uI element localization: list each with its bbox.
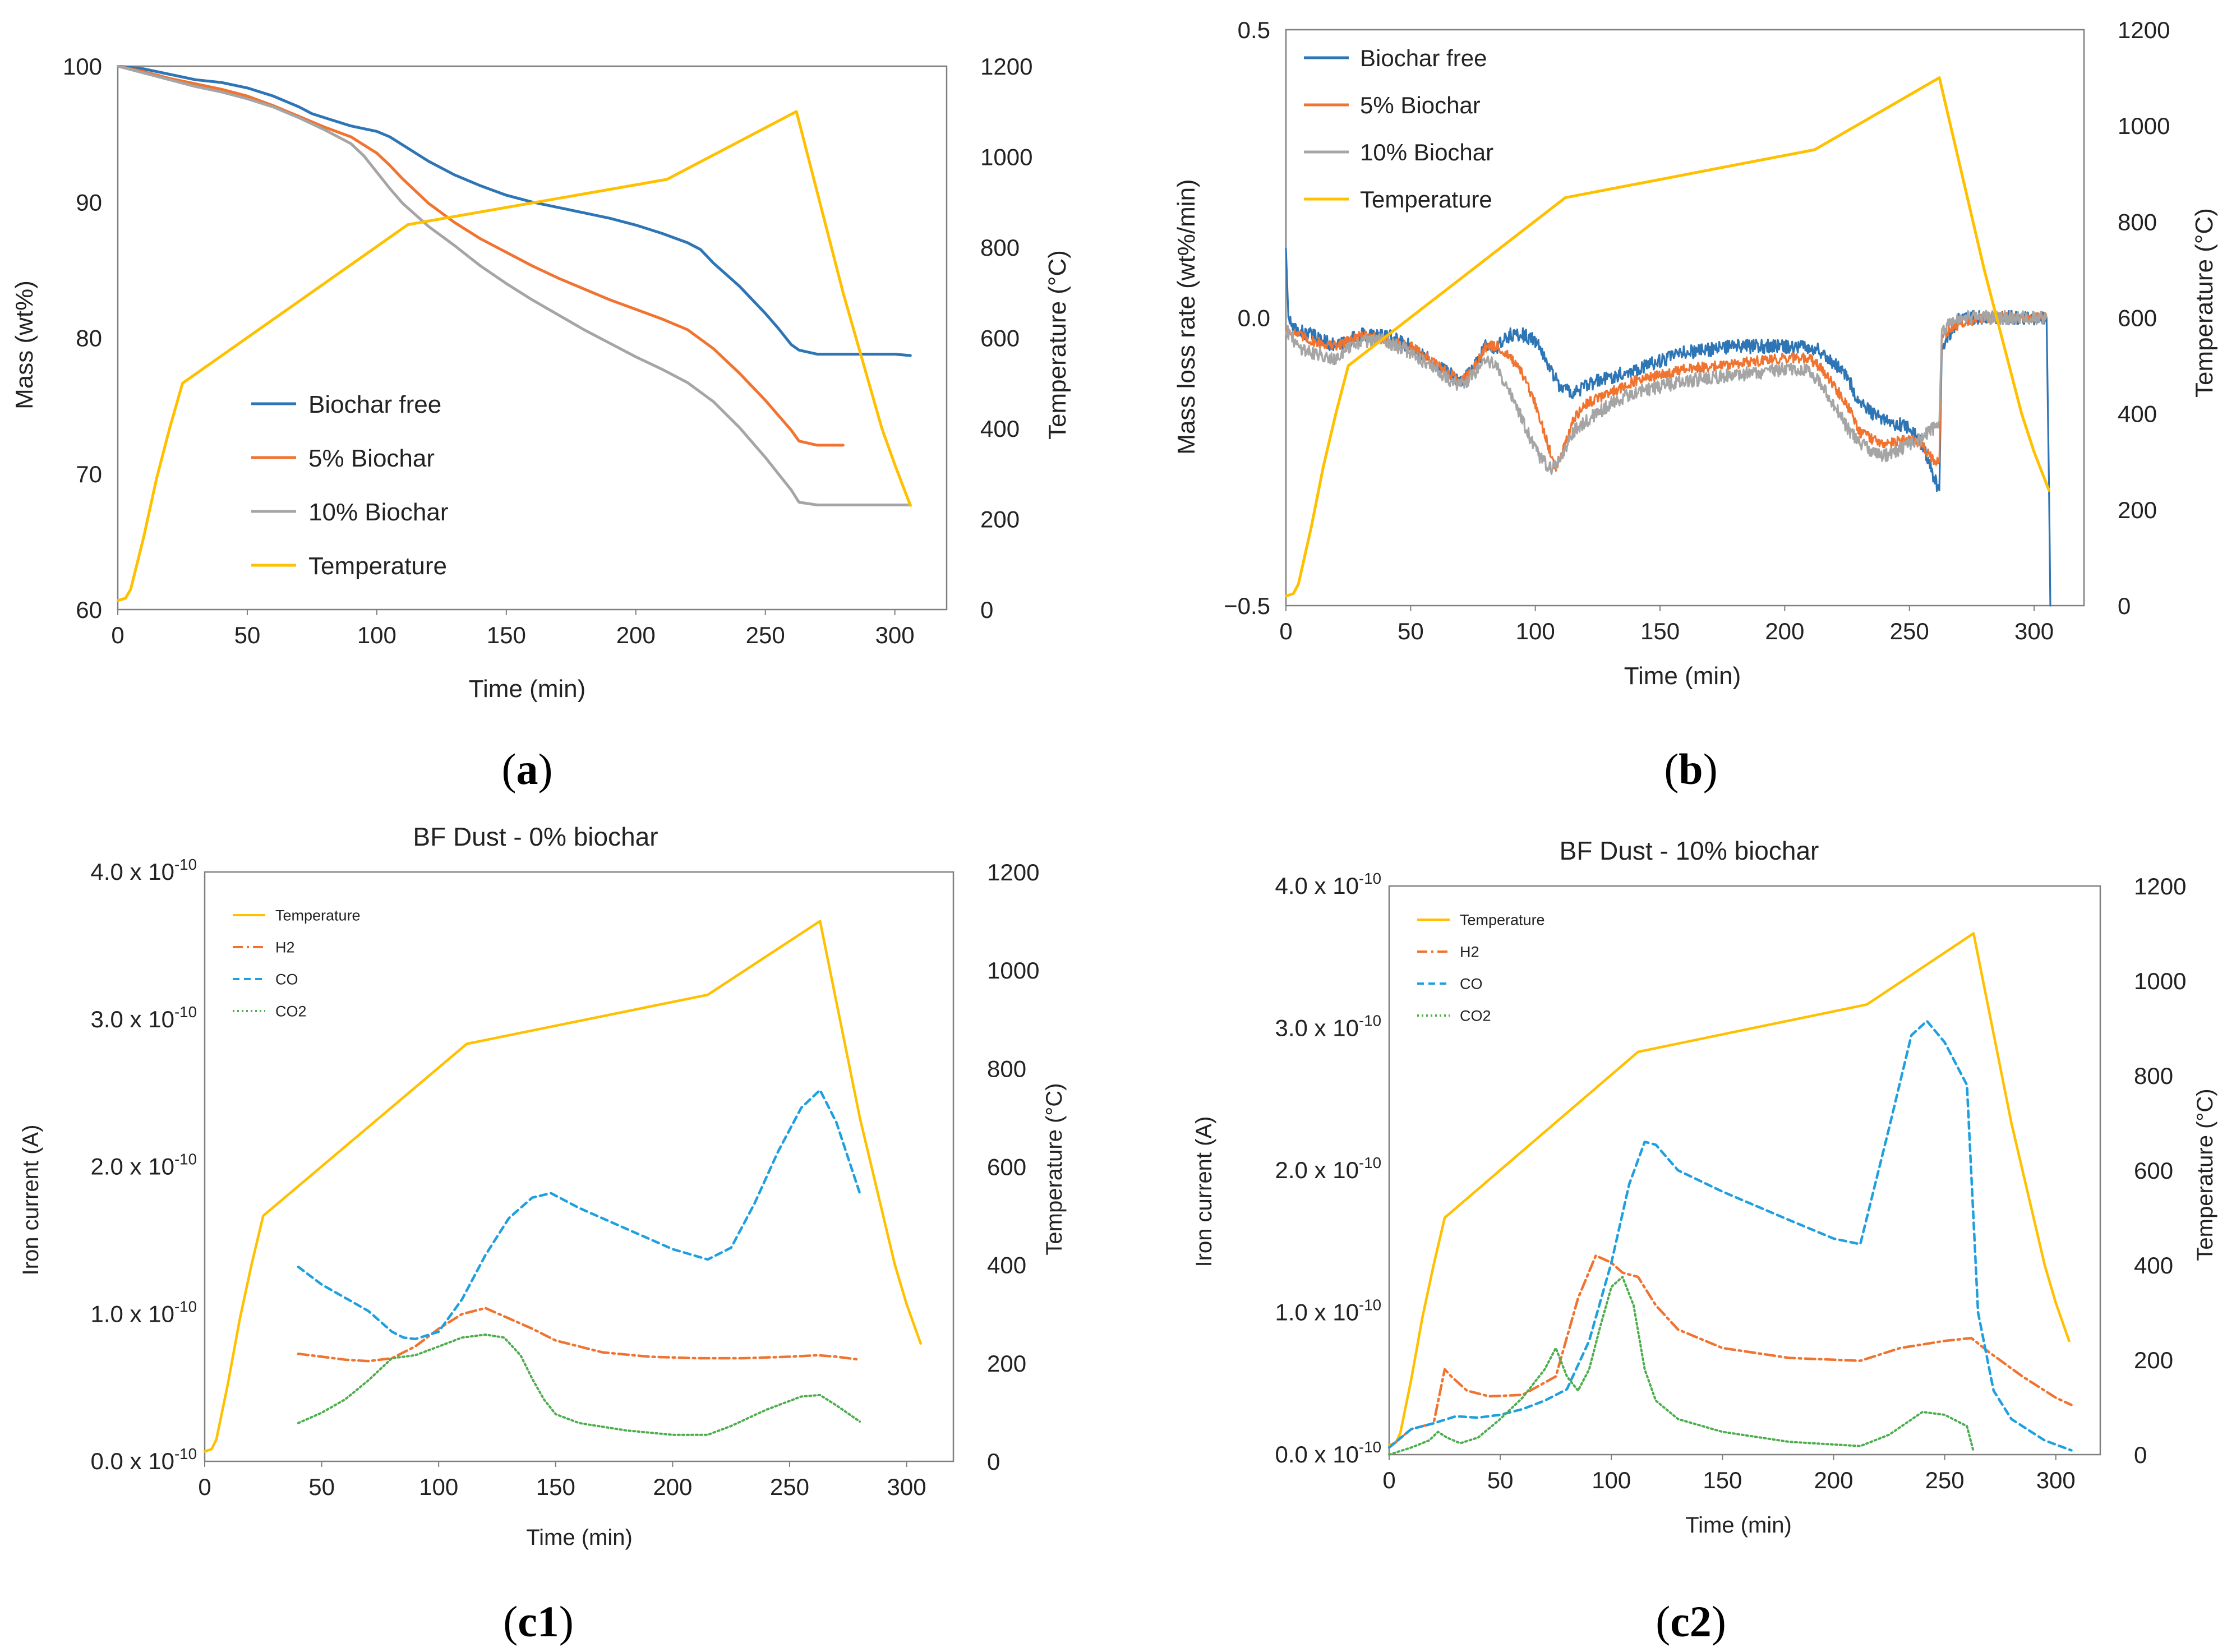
chart-b-y2-tick-label: 0 bbox=[2118, 593, 2131, 619]
chart-c2-y2-tick-label: 0 bbox=[2134, 1442, 2147, 1468]
chart-b-x-tick-label: 200 bbox=[1765, 618, 1804, 644]
chart-b-x-label: Time (min) bbox=[1624, 662, 1741, 690]
chart-c1-x-tick-label: 100 bbox=[419, 1474, 458, 1500]
chart-c2-legend-label: CO bbox=[1460, 976, 1483, 993]
chart-c2-x-tick-label: 300 bbox=[2036, 1467, 2076, 1493]
chart-c1-title: BF Dust - 0% biochar bbox=[413, 822, 658, 851]
chart-c2-caption: (c2) bbox=[1656, 1597, 1726, 1646]
chart-c1-y2-tick-label: 600 bbox=[987, 1154, 1026, 1180]
chart-c1-x-tick-label: 200 bbox=[653, 1474, 692, 1500]
chart-c1-x-tick-label: 250 bbox=[770, 1474, 809, 1500]
chart-a-y-tick-label: 60 bbox=[76, 597, 102, 623]
chart-c1-x-tick-label: 150 bbox=[536, 1474, 575, 1500]
chart-c1-x-tick-label: 0 bbox=[198, 1474, 211, 1500]
chart-b-legend-label: Biochar free bbox=[1360, 45, 1487, 71]
chart-b-y2-tick-label: 1000 bbox=[2118, 113, 2170, 139]
chart-c2-y2-tick-label: 800 bbox=[2134, 1063, 2173, 1089]
chart-c1-caption: (c1) bbox=[503, 1597, 574, 1646]
chart-b-legend-label: 5% Biochar bbox=[1360, 92, 1481, 118]
chart-b-x-tick-label: 250 bbox=[1890, 618, 1929, 644]
chart-c1-legend-label: H2 bbox=[275, 939, 295, 956]
chart-c2-legend-label: H2 bbox=[1460, 944, 1479, 961]
chart-b-y2-tick-label: 1200 bbox=[2118, 17, 2170, 43]
chart-a-y2-tick-label: 600 bbox=[980, 325, 1020, 352]
chart-b-y-tick-label: 0.5 bbox=[1238, 17, 1270, 43]
chart-c1-legend-label: Temperature bbox=[275, 907, 361, 924]
chart-c1-y2-tick-label: 0 bbox=[987, 1448, 1000, 1475]
chart-a-y-label: Mass (wt%) bbox=[11, 280, 38, 409]
chart-c1-x-tick-label: 300 bbox=[887, 1474, 926, 1500]
chart-c1-y2-tick-label: 800 bbox=[987, 1055, 1026, 1082]
chart-c1-y2-tick-label: 200 bbox=[987, 1350, 1026, 1377]
chart-b-y-tick-label: −0.5 bbox=[1224, 593, 1270, 619]
chart-b-x-tick-label: 0 bbox=[1279, 618, 1292, 644]
chart-a-y-tick-label: 90 bbox=[76, 189, 102, 215]
chart-b-x-tick-label: 50 bbox=[1398, 618, 1424, 644]
chart-b-legend-label: Temperature bbox=[1360, 186, 1492, 213]
chart-b-legend-label: 10% Biochar bbox=[1360, 139, 1493, 165]
chart-a-y2-tick-label: 1200 bbox=[980, 53, 1032, 80]
chart-c1-legend-label: CO2 bbox=[275, 1003, 307, 1020]
chart-b-x-tick-label: 300 bbox=[2014, 618, 2054, 644]
chart-c1-x-tick-label: 50 bbox=[308, 1474, 335, 1500]
chart-a-x-tick-label: 150 bbox=[487, 622, 526, 648]
figure-canvas: Time (min) Mass (wt%) Temperature (°C) (… bbox=[0, 0, 2227, 1652]
chart-a-x-tick-label: 0 bbox=[111, 622, 124, 648]
chart-c2-x-tick-label: 250 bbox=[1925, 1467, 1965, 1493]
chart-c2-y-label: Iron current (A) bbox=[1192, 1116, 1216, 1267]
chart-c2-y2-tick-label: 1000 bbox=[2134, 968, 2186, 994]
chart-c2-x-tick-label: 0 bbox=[1382, 1467, 1395, 1493]
chart-c1-y-label: Iron current (A) bbox=[19, 1125, 43, 1276]
chart-a-caption: (a) bbox=[502, 745, 553, 793]
chart-b-y2-tick-label: 600 bbox=[2118, 305, 2157, 331]
chart-c2-y2-label: Temperature (°C) bbox=[2193, 1088, 2217, 1261]
chart-a-x-tick-label: 200 bbox=[616, 622, 656, 648]
chart-a-y2-label: Temperature (°C) bbox=[1044, 250, 1071, 440]
chart-a-y2-tick-label: 400 bbox=[980, 416, 1020, 442]
chart-c2-y2-tick-label: 600 bbox=[2134, 1157, 2173, 1184]
chart-c2-x-label: Time (min) bbox=[1685, 1513, 1792, 1538]
chart-a-legend-label: 10% Biochar bbox=[308, 499, 448, 526]
chart-c1-y2-tick-label: 1000 bbox=[987, 957, 1039, 984]
chart-b-y2-tick-label: 400 bbox=[2118, 401, 2157, 427]
chart-a-y2-tick-label: 0 bbox=[980, 597, 993, 623]
chart-b-y2-tick-label: 200 bbox=[2118, 497, 2157, 523]
chart-c2-y2-tick-label: 400 bbox=[2134, 1252, 2173, 1279]
chart-c2-x-tick-label: 50 bbox=[1487, 1467, 1514, 1493]
chart-c1-y2-tick-label: 400 bbox=[987, 1252, 1026, 1279]
chart-a-legend-label: Biochar free bbox=[308, 391, 441, 418]
chart-c2-x-tick-label: 200 bbox=[1814, 1467, 1853, 1493]
chart-a-legend-label: Temperature bbox=[308, 552, 447, 580]
chart-b-y2-label: Temperature (°C) bbox=[2191, 208, 2218, 398]
chart-c1-legend-label: CO bbox=[275, 971, 298, 988]
chart-c2-x-tick-label: 150 bbox=[1703, 1467, 1742, 1493]
chart-a-x-tick-label: 100 bbox=[357, 622, 396, 648]
chart-c2-y2-tick-label: 1200 bbox=[2134, 873, 2186, 899]
chart-c1-y2-tick-label: 1200 bbox=[987, 859, 1039, 885]
chart-a-x-label: Time (min) bbox=[469, 675, 586, 703]
chart-a-y2-tick-label: 1000 bbox=[980, 144, 1032, 170]
chart-b-x-tick-label: 100 bbox=[1516, 618, 1555, 644]
chart-a-x-tick-label: 250 bbox=[746, 622, 785, 648]
chart-b-y-label: Mass loss rate (wt%/min) bbox=[1173, 179, 1200, 454]
chart-a-legend-label: 5% Biochar bbox=[308, 445, 435, 472]
chart-c2-legend-label: CO2 bbox=[1460, 1008, 1491, 1025]
chart-c1-y2-label: Temperature (°C) bbox=[1042, 1083, 1067, 1255]
chart-a-y2-tick-label: 800 bbox=[980, 234, 1020, 261]
chart-c1-x-label: Time (min) bbox=[526, 1525, 633, 1550]
chart-a-x-tick-label: 300 bbox=[875, 622, 915, 648]
chart-a-y-tick-label: 100 bbox=[63, 53, 102, 80]
chart-b-y2-tick-label: 800 bbox=[2118, 209, 2157, 235]
chart-b-x-tick-label: 150 bbox=[1640, 618, 1680, 644]
chart-a-y-tick-label: 70 bbox=[76, 461, 102, 487]
chart-a-x-tick-label: 50 bbox=[234, 622, 261, 648]
chart-b-caption: (b) bbox=[1664, 745, 1717, 793]
chart-c2-x-tick-label: 100 bbox=[1592, 1467, 1631, 1493]
chart-c2-legend-label: Temperature bbox=[1460, 912, 1545, 929]
chart-b-y-tick-label: 0.0 bbox=[1238, 305, 1270, 331]
chart-c2-title: BF Dust - 10% biochar bbox=[1560, 836, 1819, 865]
chart-a-y2-tick-label: 200 bbox=[980, 506, 1020, 533]
chart-c2-y2-tick-label: 200 bbox=[2134, 1347, 2173, 1373]
chart-a-y-tick-label: 80 bbox=[76, 325, 102, 352]
